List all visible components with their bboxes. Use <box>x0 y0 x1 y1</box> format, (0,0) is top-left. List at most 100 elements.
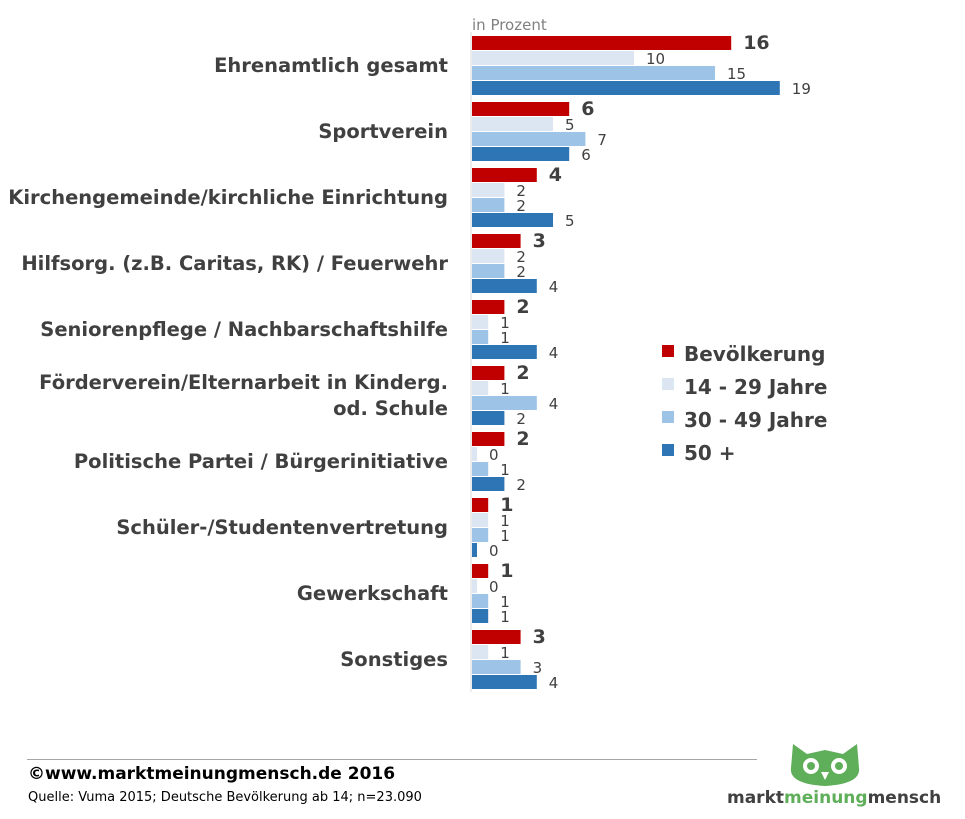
data-label: 1 <box>500 329 510 347</box>
bar <box>472 462 489 476</box>
category-label: Ehrenamtlich gesamt <box>214 54 448 77</box>
data-label: 3 <box>533 659 543 677</box>
data-label: 1 <box>500 527 510 545</box>
category-label: Politische Partei / Bürgerinitiative <box>74 450 448 473</box>
category-label: Sportverein <box>318 120 448 143</box>
bar <box>472 234 521 248</box>
bar <box>472 366 505 380</box>
data-label: 10 <box>646 50 665 68</box>
data-label: 19 <box>792 80 811 98</box>
category-label: Kirchengemeinde/kirchliche Einrichtung <box>8 186 448 209</box>
bar <box>472 660 521 674</box>
bar <box>472 279 537 293</box>
data-label: 1 <box>500 494 513 516</box>
legend-swatch <box>662 378 674 390</box>
owl-logo-icon <box>790 744 860 786</box>
data-label: 5 <box>565 212 575 230</box>
bar <box>472 447 477 461</box>
category-label: Gewerkschaft <box>297 582 448 605</box>
logo-wordmark: marktmeinungmensch <box>727 788 941 808</box>
copyright-text: ©www.marktmeinungmensch.de 2016 <box>28 764 396 784</box>
data-label: 2 <box>516 428 529 450</box>
legend-swatch <box>662 345 674 357</box>
data-label: 16 <box>743 32 769 54</box>
data-label: 1 <box>500 314 510 332</box>
data-label: 1 <box>500 560 513 582</box>
data-label: 1 <box>500 512 510 530</box>
category-label: od. Schule <box>333 397 448 420</box>
data-label: 2 <box>516 296 529 318</box>
bar <box>472 102 570 116</box>
source-text: Quelle: Vuma 2015; Deutsche Bevölkerung … <box>28 790 422 805</box>
bar <box>472 183 505 197</box>
bar <box>472 543 477 557</box>
bar <box>472 411 505 425</box>
legend-entry: Bevölkerung <box>684 342 825 366</box>
bars <box>472 36 780 689</box>
bar <box>472 249 505 263</box>
data-label: 4 <box>549 344 559 362</box>
value-labels: 1610151965764225322421142142201211101011… <box>489 32 811 692</box>
bar <box>472 477 505 491</box>
legend-swatch <box>662 444 674 456</box>
legend-entry: 50 + <box>684 441 736 465</box>
bar <box>472 594 489 608</box>
legend-swatch <box>662 411 674 423</box>
data-label: 2 <box>516 476 526 494</box>
data-label: 4 <box>549 674 559 692</box>
data-label: 2 <box>516 410 526 428</box>
bar <box>472 675 537 689</box>
bar <box>472 168 537 182</box>
bar <box>472 381 489 395</box>
bar <box>472 51 634 65</box>
data-label: 2 <box>516 182 526 200</box>
data-label: 4 <box>549 164 562 186</box>
bar <box>472 117 553 131</box>
data-label: 0 <box>489 446 499 464</box>
data-label: 2 <box>516 263 526 281</box>
category-labels: Ehrenamtlich gesamt Sportverein Kirchengem… <box>8 54 448 671</box>
data-label: 3 <box>533 626 546 648</box>
bar-chart: in Prozent Ehrenamtlich gesamt Sportverei… <box>8 16 827 692</box>
bar <box>472 36 732 50</box>
bar <box>472 609 489 623</box>
category-label: Sonstiges <box>340 648 448 671</box>
legend-entry: 30 - 49 Jahre <box>684 408 827 432</box>
data-label: 4 <box>549 278 559 296</box>
bar <box>472 81 780 95</box>
bar <box>472 645 489 659</box>
bar <box>472 315 489 329</box>
data-label: 7 <box>597 131 607 149</box>
data-label: 2 <box>516 362 529 384</box>
data-label: 6 <box>581 98 594 120</box>
bar <box>472 300 505 314</box>
data-label: 1 <box>500 380 510 398</box>
data-label: 1 <box>500 461 510 479</box>
footer-divider <box>27 759 757 760</box>
data-label: 6 <box>581 146 591 164</box>
bar <box>472 264 505 278</box>
legend-entry: 14 - 29 Jahre <box>684 375 827 399</box>
bar <box>472 132 586 146</box>
bar <box>472 528 489 542</box>
data-label: 4 <box>549 395 559 413</box>
bar <box>472 345 537 359</box>
bar <box>472 579 477 593</box>
logo-part-1: markt <box>727 788 785 808</box>
bar <box>472 432 505 446</box>
bar <box>472 330 489 344</box>
logo-part-3: mensch <box>867 788 942 808</box>
data-label: 15 <box>727 65 746 83</box>
data-label: 5 <box>565 116 575 134</box>
data-label: 2 <box>516 197 526 215</box>
category-label: Schüler-/Studentenvertretung <box>116 516 448 539</box>
bar <box>472 198 505 212</box>
bar <box>472 498 489 512</box>
logo-part-2: meinung <box>784 788 868 808</box>
data-label: 2 <box>516 248 526 266</box>
category-label: Hilfsorg. (z.B. Caritas, RK) / Feuerwehr <box>21 252 448 275</box>
data-label: 0 <box>489 578 499 596</box>
data-label: 1 <box>500 644 510 662</box>
bar <box>472 513 489 527</box>
data-label: 3 <box>533 230 546 252</box>
